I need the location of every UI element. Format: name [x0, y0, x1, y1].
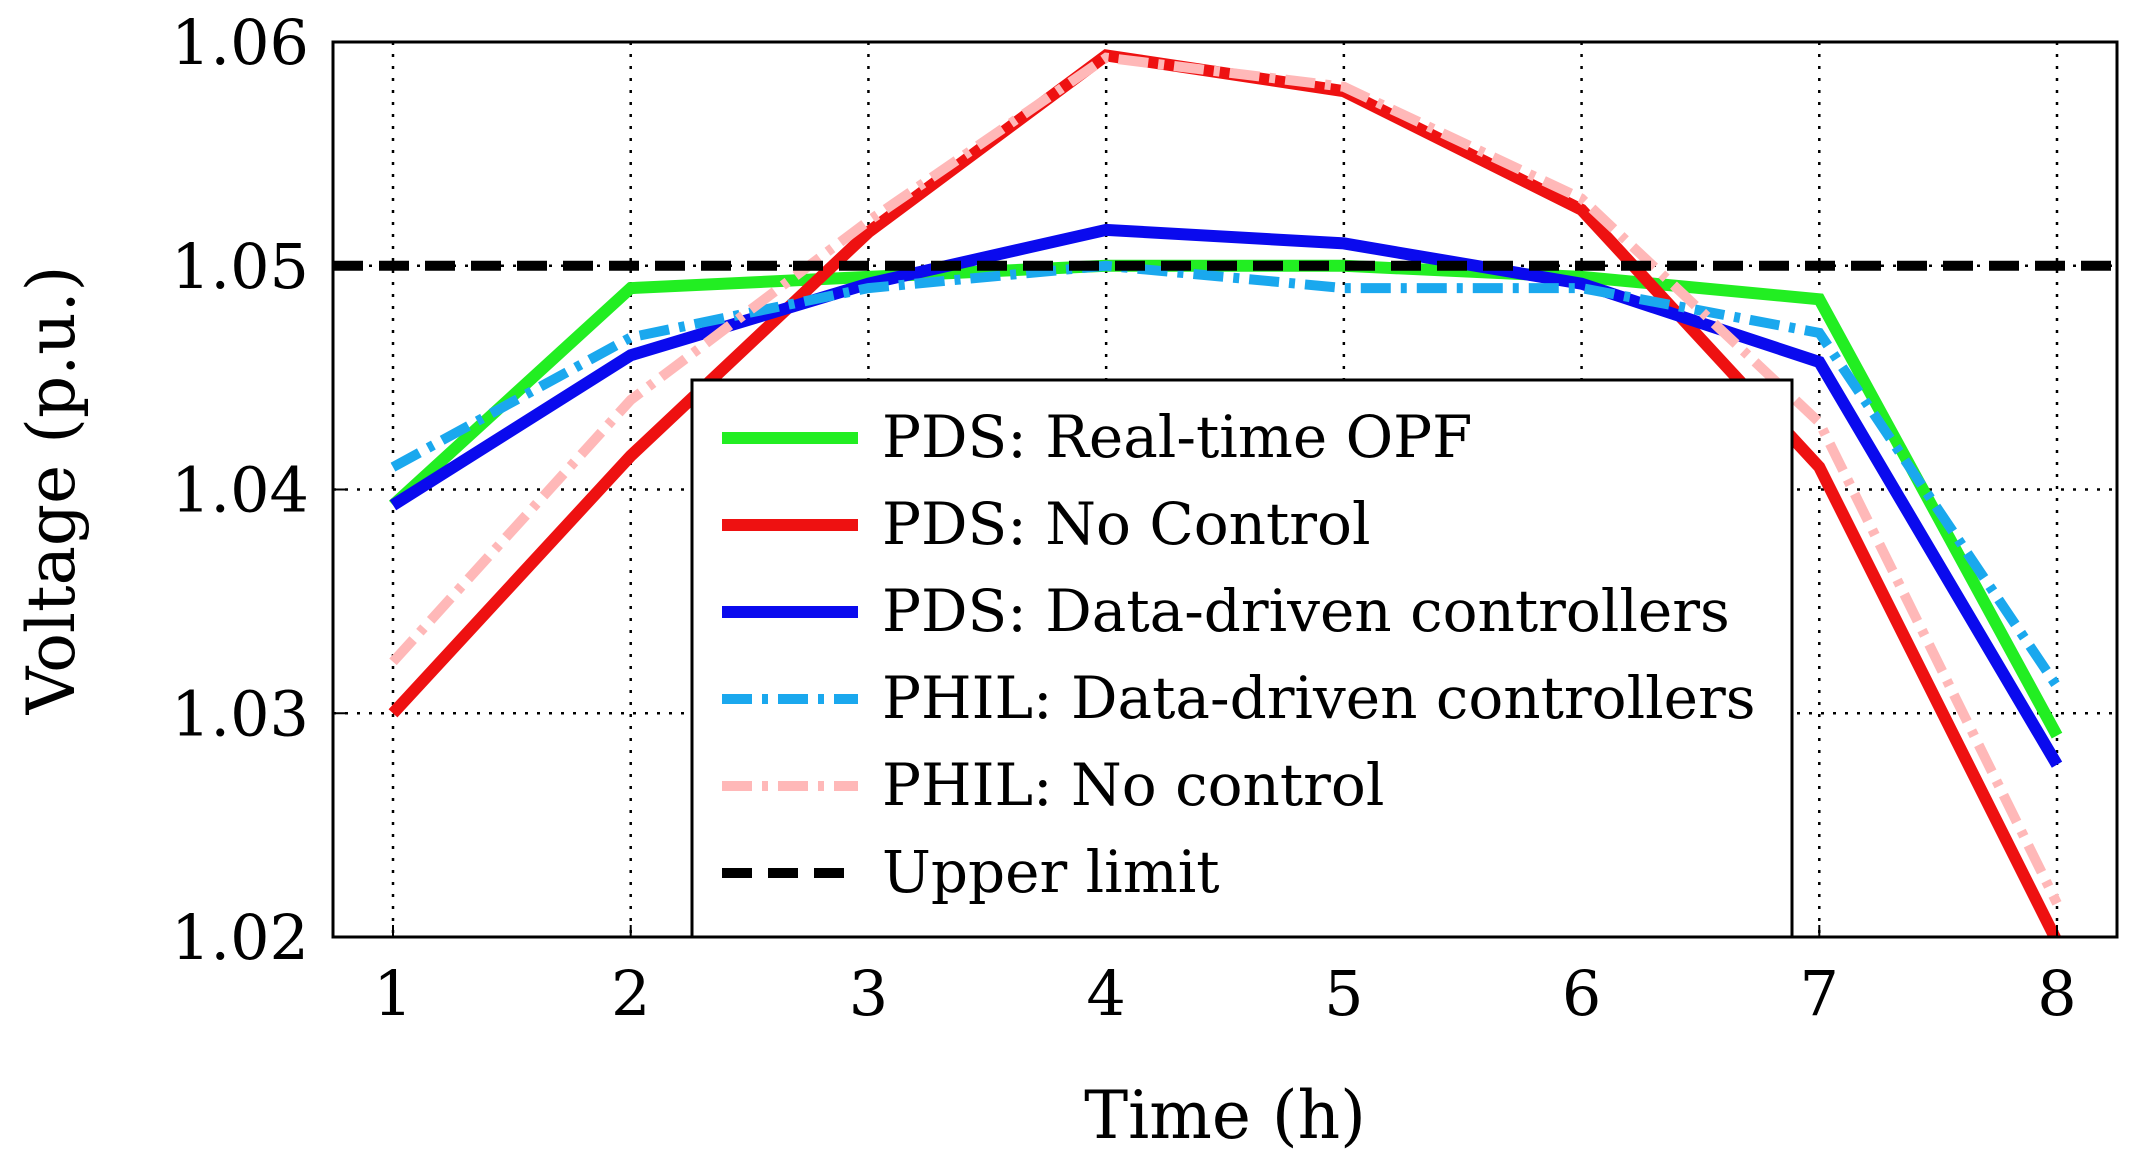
x-tick-label: 6	[1562, 957, 1601, 1030]
series-line-4	[389, 52, 2062, 906]
legend: PDS: Real-time OPF PDS: No Control PDS: Da…	[690, 378, 1794, 939]
x-tick-label: 2	[611, 957, 650, 1030]
y-tick-label: 1.04	[171, 454, 309, 527]
legend-label-0: PDS: Real-time OPF	[882, 403, 1472, 471]
y-tick-label: 1.02	[171, 901, 309, 974]
legend-label-4: PHIL: No control	[882, 751, 1384, 819]
legend-label-5: Upper limit	[882, 838, 1220, 906]
x-tick-label: 1	[373, 957, 412, 1030]
legend-label-1: PDS: No Control	[882, 490, 1371, 558]
y-tick-label: 1.06	[171, 6, 309, 79]
legend-label-2: PDS: Data-driven controllers	[882, 577, 1730, 645]
y-tick-label: 1.03	[171, 677, 309, 750]
x-tick-label: 4	[1086, 957, 1125, 1030]
x-axis-title: Time (h)	[1084, 1077, 1366, 1154]
legend-box	[690, 378, 1794, 939]
legend-label-3: PHIL: Data-driven controllers	[882, 664, 1755, 732]
y-tick-label: 1.05	[171, 230, 309, 303]
x-tick-label: 5	[1324, 957, 1363, 1030]
axis-ticks: 1 2 3 4 5 6 7 8 1.02 1.03 1.04 1.05 1.06	[171, 6, 2077, 1030]
series-line-2	[389, 223, 2063, 768]
x-tick-label: 3	[849, 957, 888, 1030]
y-axis-title: Voltage (p.u.)	[13, 266, 90, 716]
x-tick-label: 8	[2037, 957, 2076, 1030]
x-tick-label: 7	[1800, 957, 1839, 1030]
